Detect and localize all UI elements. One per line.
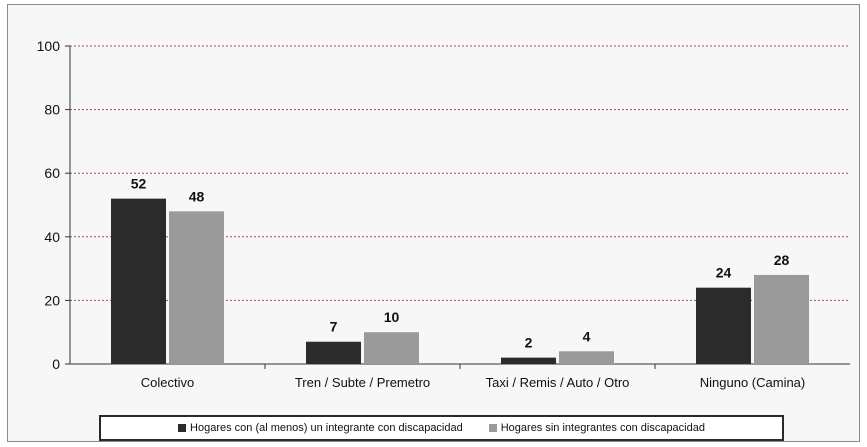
bar-series-1: [559, 351, 614, 364]
legend: Hogares con (al menos) un integrante con…: [99, 415, 784, 441]
bar-series-1: [169, 211, 224, 364]
data-label: 52: [131, 176, 147, 192]
y-tick-label: 100: [37, 38, 61, 54]
bar-series-0: [501, 357, 556, 364]
legend-swatch-series-0: [178, 424, 187, 432]
bar-series-0: [696, 287, 751, 364]
data-label: 28: [774, 252, 790, 268]
y-tick-label: 0: [52, 356, 60, 372]
legend-item-series-1: Hogares sin integrantes con discapacidad: [488, 422, 705, 434]
data-label: 2: [525, 335, 533, 351]
x-tick-label: Taxi / Remis / Auto / Otro: [486, 375, 630, 390]
bar-series-0: [111, 198, 166, 364]
y-tick-label: 40: [44, 229, 60, 245]
legend-label-series-0: Hogares con (al menos) un integrante con…: [190, 422, 463, 434]
bar-series-1: [754, 274, 809, 364]
data-label: 24: [716, 265, 732, 281]
y-tick-label: 20: [44, 292, 60, 308]
x-tick-label: Ninguno (Camina): [700, 375, 806, 390]
bar-series-0: [306, 341, 361, 364]
y-tick-label: 80: [44, 102, 60, 118]
data-label: 48: [189, 188, 205, 204]
y-tick-label: 60: [44, 165, 60, 181]
data-label: 4: [583, 328, 591, 344]
data-label: 7: [330, 319, 338, 335]
legend-swatch-series-1: [488, 424, 497, 432]
legend-label-series-1: Hogares sin integrantes con discapacidad: [500, 422, 705, 434]
bar-series-1: [364, 332, 419, 364]
x-tick-label: Tren / Subte / Premetro: [295, 375, 430, 390]
data-label: 10: [384, 309, 400, 325]
legend-item-series-0: Hogares con (al menos) un integrante con…: [178, 422, 463, 434]
x-tick-label: Colectivo: [141, 375, 194, 390]
